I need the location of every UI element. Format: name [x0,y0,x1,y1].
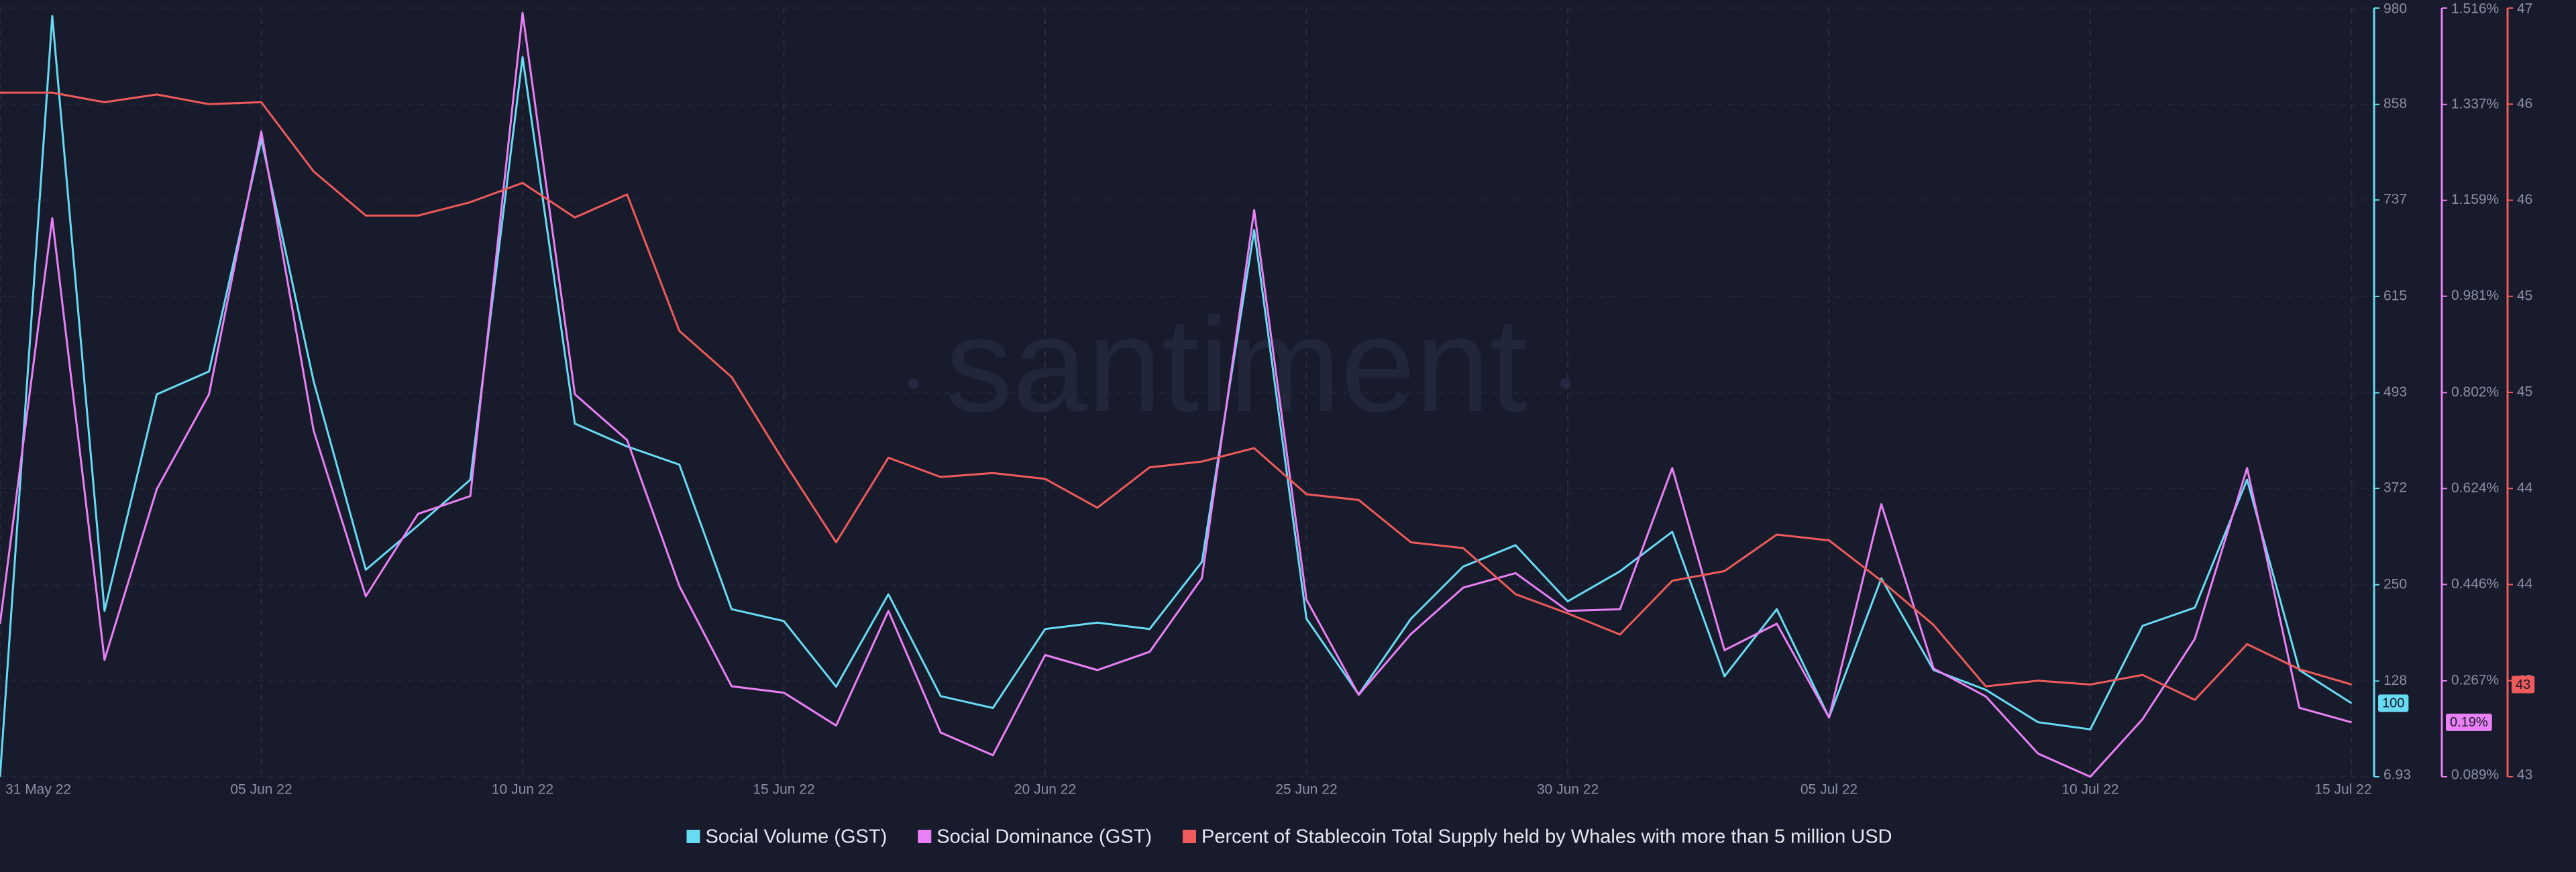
legend-swatch [918,830,932,843]
series-line [0,11,2352,778]
y-tick-label: 250 [2383,576,2407,592]
legend-label: Social Dominance (GST) [936,826,1152,848]
y-tick-label: 737 [2383,192,2407,207]
y-tick-label: 1.337% [2451,96,2499,111]
badge-label: 100 [2382,696,2404,711]
legend-label: Percent of Stablecoin Total Supply held … [1201,826,1892,848]
legend: Social Volume (GST) Social Dominance (GST… [686,826,1892,848]
y-tick-label: 0.802% [2451,384,2499,400]
badge-label: 43 [2516,677,2530,692]
y-tick-label: 0.624% [2451,480,2499,496]
x-tick-label: 10 Jul 22 [2061,782,2118,798]
legend-swatch [1182,830,1196,843]
y-tick-label: 47 [2517,1,2532,17]
legend-swatch [686,830,700,843]
y-tick-label: 45 [2517,288,2532,303]
watermark-dot [908,378,919,389]
x-tick-label: 25 Jun 22 [1275,782,1337,798]
y-tick-label: 46 [2517,192,2532,207]
x-tick-label: 20 Jun 22 [1014,782,1076,798]
x-tick-label: 30 Jun 22 [1537,782,1599,798]
x-tick-label: 15 Jun 22 [753,782,814,798]
series-line [0,15,2353,777]
y-tick-label: 45 [2517,384,2532,400]
last-value-badge: 43 [2512,675,2535,694]
y-tick-label: 6.93 [2383,767,2411,783]
y-tick-label: 46 [2517,96,2532,111]
x-tick-label: 15 Jul 22 [2314,782,2371,798]
y-tick-label: 615 [2383,288,2407,303]
watermark: santiment [908,290,1571,440]
y-tick-label: 44 [2517,480,2533,496]
y-tick-label: 0.267% [2451,673,2499,688]
y-tick-label: 0.089% [2451,767,2499,783]
badge-box [2378,694,2409,712]
badge-box [2446,713,2492,731]
y-tick-label: 128 [2383,673,2407,688]
y-tick-label: 44 [2517,576,2533,592]
y-tick-label: 372 [2383,480,2407,496]
y-tick-label: 858 [2383,96,2407,111]
y-tick-label: 980 [2383,1,2407,17]
series-line [0,91,2352,701]
x-tick-label: 05 Jun 22 [230,782,292,798]
badge-box [2512,675,2535,694]
y-tick-label: 0.981% [2451,288,2499,303]
watermark-text: santiment [945,290,1527,440]
last-value-badge: 100 [2378,694,2409,712]
watermark-dot [1560,378,1571,389]
legend-label: Social Volume (GST) [706,826,888,848]
y-tick-label: 493 [2383,384,2407,400]
badge-label: 0.19% [2450,715,2488,730]
x-tick-label: 05 Jul 22 [1801,782,1858,798]
y-tick-label: 1.516% [2451,1,2499,17]
x-tick-label: 10 Jun 22 [492,782,553,798]
x-tick-label: 31 May 22 [5,782,71,798]
last-value-badge: 0.19% [2446,713,2492,731]
y-tick-label: 1.159% [2451,192,2499,207]
y-tick-label: 43 [2517,767,2532,783]
y-tick-label: 0.446% [2451,576,2499,592]
